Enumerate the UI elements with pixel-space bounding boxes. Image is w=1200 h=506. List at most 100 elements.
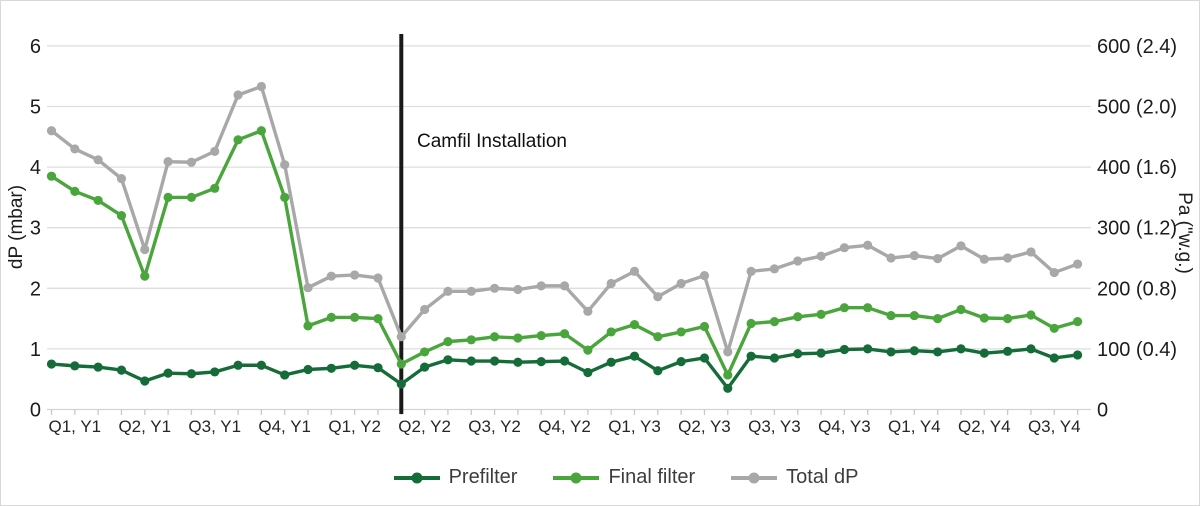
data-point-total-dp — [886, 253, 896, 263]
data-point-prefilter — [396, 379, 406, 389]
data-point-prefilter — [653, 366, 663, 376]
data-point-total-dp — [863, 240, 873, 250]
data-point-total-dp — [513, 284, 523, 295]
data-point-total-dp — [186, 157, 197, 167]
data-point-prefilter — [350, 360, 360, 370]
data-point-total-dp — [839, 243, 849, 253]
legend-item-total-dp: Total dP — [731, 466, 858, 489]
data-point-prefilter — [233, 360, 243, 370]
data-point-prefilter — [1049, 353, 1059, 363]
svg-text:400 (1.6): 400 (1.6) — [1097, 157, 1177, 179]
data-point-final-filter — [793, 312, 803, 322]
svg-text:3: 3 — [30, 218, 41, 240]
legend-item-prefilter: Prefilter — [393, 466, 518, 489]
data-point-total-dp — [979, 254, 989, 264]
data-point-total-dp — [1049, 267, 1059, 278]
data-point-total-dp — [793, 256, 803, 266]
data-point-prefilter — [116, 365, 127, 375]
data-point-final-filter — [186, 192, 197, 202]
data-point-final-filter — [1049, 323, 1059, 333]
data-point-prefilter — [513, 357, 523, 367]
data-point-prefilter — [909, 346, 919, 356]
y-axis-title-left: dP (mbar) — [6, 184, 27, 270]
data-point-final-filter — [863, 303, 873, 313]
series-line-prefilter — [49, 347, 1080, 390]
data-point-prefilter — [1026, 344, 1036, 354]
svg-text:0: 0 — [30, 400, 41, 422]
series-total-dp — [46, 81, 1083, 357]
svg-text:0: 0 — [1097, 400, 1108, 422]
data-point-prefilter — [256, 360, 266, 370]
svg-text:Q1, Y3: Q1, Y3 — [608, 417, 661, 436]
data-point-prefilter — [1072, 350, 1083, 360]
data-point-final-filter — [1003, 314, 1013, 324]
data-point-final-filter — [536, 330, 546, 341]
data-point-final-filter — [559, 329, 570, 339]
data-point-final-filter — [396, 359, 406, 369]
data-point-final-filter — [909, 310, 919, 321]
series-final-filter — [46, 126, 1083, 380]
data-point-prefilter — [466, 356, 476, 366]
data-point-final-filter — [886, 310, 896, 321]
svg-text:5: 5 — [30, 97, 41, 119]
data-point-total-dp — [1026, 247, 1036, 257]
svg-text:200 (0.8): 200 (0.8) — [1097, 278, 1177, 300]
data-point-total-dp — [1072, 259, 1083, 269]
data-point-prefilter — [326, 363, 336, 373]
series-line-total-dp — [49, 84, 1080, 354]
data-point-prefilter — [1003, 346, 1013, 356]
data-point-final-filter — [746, 318, 756, 329]
data-point-total-dp — [420, 304, 430, 315]
data-point-prefilter — [723, 383, 733, 393]
data-point-final-filter — [93, 195, 103, 206]
data-point-total-dp — [140, 244, 150, 255]
y-axis-title-right: Pa ("w.g.) — [1174, 192, 1195, 274]
data-point-final-filter — [1026, 310, 1036, 320]
data-point-final-filter — [956, 304, 966, 315]
data-point-total-dp — [653, 292, 663, 302]
svg-text:Q4, Y2: Q4, Y2 — [538, 417, 591, 436]
data-point-prefilter — [839, 344, 849, 355]
data-point-prefilter — [280, 370, 290, 380]
data-point-total-dp — [746, 266, 756, 276]
data-point-total-dp — [723, 347, 733, 357]
data-point-total-dp — [303, 283, 313, 293]
data-point-prefilter — [443, 355, 453, 365]
svg-text:Q3, Y1: Q3, Y1 — [188, 417, 241, 436]
chart-legend: Prefilter Final filter Total dP — [27, 466, 1199, 489]
final-filter-line-icon — [553, 472, 600, 483]
svg-text:Q1, Y2: Q1, Y2 — [328, 417, 381, 436]
x-tick-marks — [50, 409, 1079, 415]
data-point-final-filter — [676, 327, 686, 337]
y-tick-labels-left: 0 1 2 3 4 5 6 — [30, 36, 41, 422]
camfil-installation-annotation: Camfil Installation — [417, 131, 567, 152]
svg-text:Q2, Y3: Q2, Y3 — [678, 417, 731, 436]
data-point-prefilter — [489, 356, 500, 366]
data-point-prefilter — [163, 368, 173, 378]
data-point-prefilter — [420, 362, 430, 372]
data-point-final-filter — [583, 345, 593, 355]
svg-text:100 (0.4): 100 (0.4) — [1097, 339, 1177, 361]
data-point-final-filter — [46, 171, 57, 181]
data-point-final-filter — [653, 332, 663, 342]
svg-text:Q4, Y3: Q4, Y3 — [818, 417, 871, 436]
data-point-final-filter — [443, 337, 453, 347]
legend-item-final-filter: Final filter — [553, 466, 695, 489]
data-point-total-dp — [70, 144, 80, 154]
data-point-total-dp — [956, 241, 966, 251]
data-point-prefilter — [210, 367, 220, 377]
data-point-prefilter — [933, 347, 943, 357]
legend-label-prefilter: Prefilter — [448, 466, 518, 488]
data-point-total-dp — [93, 155, 103, 165]
data-point-final-filter — [70, 186, 80, 196]
data-point-final-filter — [210, 183, 220, 193]
data-point-total-dp — [350, 270, 360, 280]
data-point-prefilter — [93, 362, 103, 372]
data-point-total-dp — [326, 271, 336, 281]
data-point-final-filter — [466, 335, 476, 345]
data-point-total-dp — [583, 306, 593, 316]
data-point-total-dp — [536, 281, 546, 291]
data-point-prefilter — [979, 348, 989, 358]
y-tick-labels-right: 0 100 (0.4) 200 (0.8) 300 (1.2) 400 (1.6) 500… — [1097, 36, 1177, 422]
